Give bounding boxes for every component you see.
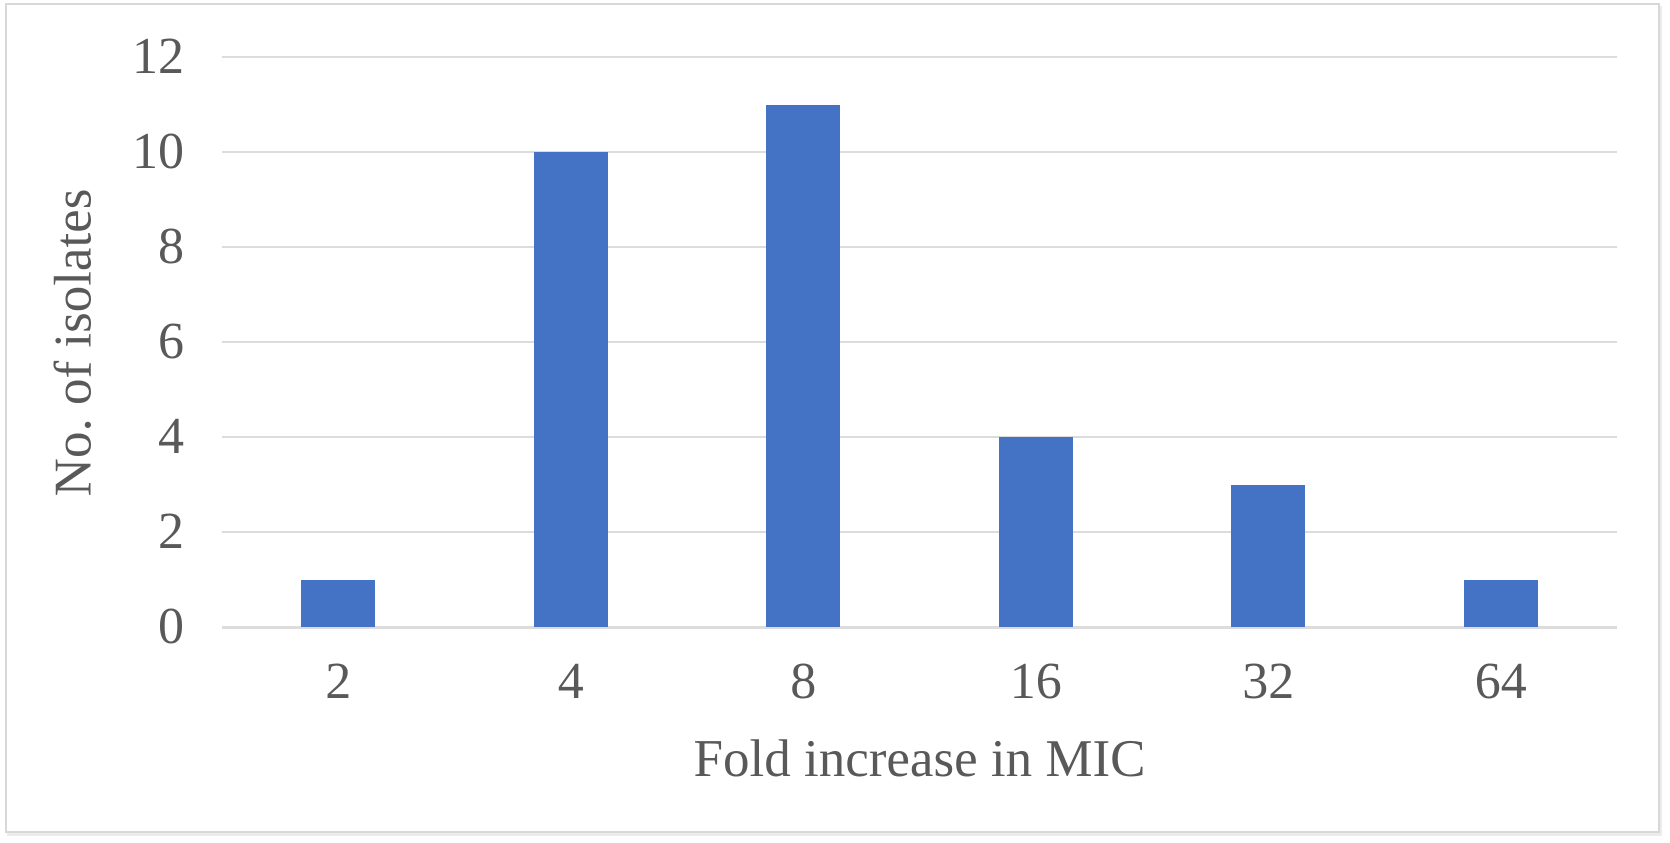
x-tick-label-64: 64 xyxy=(1474,653,1527,710)
y-axis-tick-labels: 0 2 4 6 8 10 12 xyxy=(0,31,184,653)
y-tick-label-12: 12 xyxy=(132,28,184,85)
bar-4 xyxy=(533,152,608,627)
gridline-y-10 xyxy=(222,151,1617,153)
x-axis-title-text: Fold increase in MIC xyxy=(693,730,1146,788)
x-tick-label-4: 4 xyxy=(557,653,584,710)
y-tick-label-6: 6 xyxy=(158,313,184,370)
y-tick-label-0: 0 xyxy=(158,598,184,655)
bar-16 xyxy=(998,437,1073,627)
bar-8 xyxy=(766,104,841,627)
y-tick-label-10: 10 xyxy=(132,123,184,180)
x-tick-label-16: 16 xyxy=(1009,653,1062,710)
x-tick-label-8: 8 xyxy=(790,653,817,710)
x-axis-title: Fold increase in MIC xyxy=(222,728,1617,792)
bar-2 xyxy=(301,579,376,627)
bar-64 xyxy=(1463,579,1538,627)
gridline-y-0 xyxy=(222,626,1617,629)
y-tick-label-4: 4 xyxy=(158,408,184,465)
gridline-y-12 xyxy=(222,56,1617,58)
gridline-y-8 xyxy=(222,246,1617,248)
gridline-y-4 xyxy=(222,436,1617,438)
plot-area xyxy=(222,56,1617,629)
gridline-y-6 xyxy=(222,341,1617,343)
x-tick-label-32: 32 xyxy=(1242,653,1295,710)
bar-32 xyxy=(1231,484,1306,627)
gridline-y-2 xyxy=(222,531,1617,533)
y-tick-label-2: 2 xyxy=(158,503,184,560)
x-tick-label-2: 2 xyxy=(325,653,352,710)
y-tick-label-8: 8 xyxy=(158,218,184,275)
x-axis-tick-labels: 2 4 8 16 32 64 xyxy=(222,651,1617,717)
